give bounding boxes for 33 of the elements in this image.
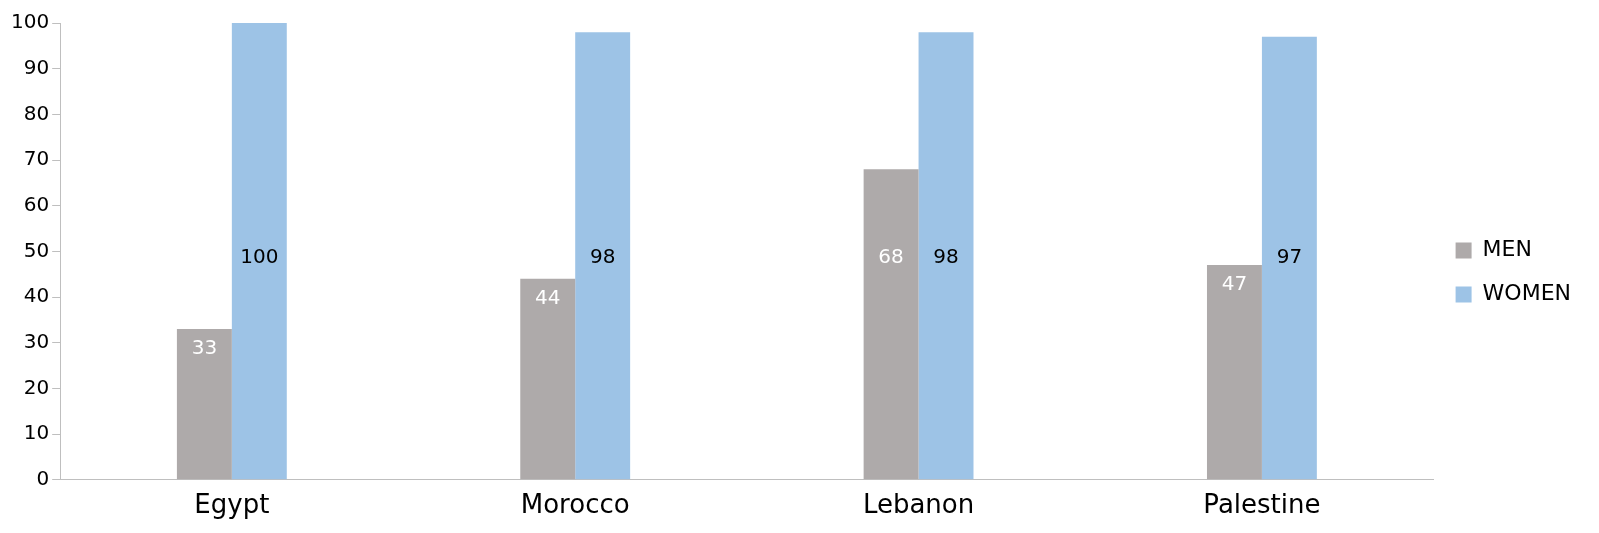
data-label: 47 [1221,271,1248,296]
data-label: 33 [191,335,218,360]
y-tick-label: 50 [23,237,50,262]
x-tick-label: Egypt [194,489,270,520]
y-tick-label: 60 [23,191,50,216]
legend-label: MEN [1482,236,1532,262]
y-tick-label: 100 [10,9,50,34]
bar [1206,265,1262,480]
bar [863,169,919,480]
bar [231,23,287,480]
data-label: 68 [878,244,904,269]
y-tick-label: 40 [23,283,50,308]
bar [1261,36,1317,480]
y-tick-label: 80 [23,100,50,125]
data-label: 98 [589,244,616,269]
x-tick-label: Lebanon [862,489,975,520]
bar [575,32,631,480]
data-label: 44 [535,285,561,310]
y-tick-label: 0 [36,466,50,490]
bar [520,278,576,480]
data-label: 100 [240,244,279,269]
y-tick-label: 10 [23,420,50,445]
x-tick-label: Palestine [1203,489,1321,520]
legend-label: WOMEN [1482,280,1572,306]
y-tick-label: 20 [23,374,50,399]
y-tick-label: 70 [23,146,50,171]
y-tick-label: 90 [23,54,50,79]
bar [918,32,974,480]
data-label: 98 [933,244,959,269]
x-tick-label: Morocco [520,489,630,520]
bar [176,329,232,480]
y-tick-label: 30 [23,328,50,353]
data-label: 97 [1276,244,1303,269]
